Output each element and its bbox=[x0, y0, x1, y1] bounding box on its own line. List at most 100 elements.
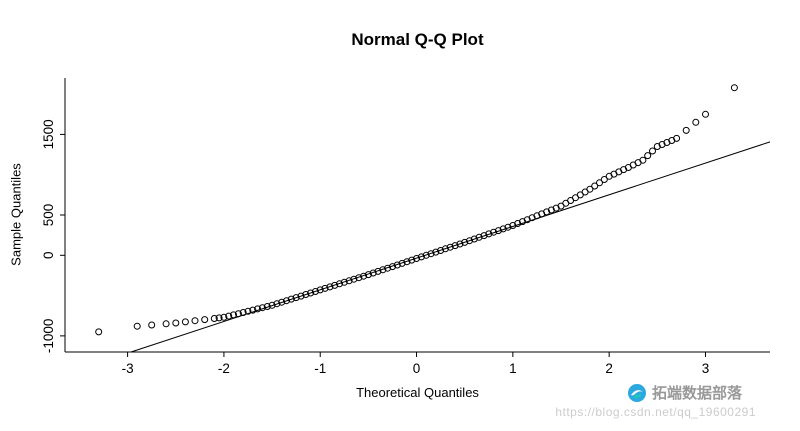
y-axis-title: Sample Quantiles bbox=[8, 163, 24, 266]
data-point bbox=[162, 320, 170, 328]
data-point bbox=[287, 295, 295, 303]
data-point bbox=[239, 309, 247, 316]
data-point bbox=[364, 271, 372, 279]
data-point bbox=[258, 304, 266, 312]
data-point bbox=[547, 206, 555, 214]
data-point bbox=[639, 156, 647, 164]
data-point bbox=[340, 278, 348, 286]
data-point bbox=[345, 277, 353, 285]
data-point bbox=[95, 328, 103, 336]
data-point bbox=[201, 316, 209, 324]
watermark-text: 拓端数据部落 bbox=[651, 385, 742, 402]
data-point bbox=[451, 242, 459, 250]
data-point bbox=[379, 266, 387, 274]
y-tick-label: 500 bbox=[41, 204, 56, 227]
data-point bbox=[234, 310, 242, 318]
data-point bbox=[311, 288, 319, 295]
data-point bbox=[350, 275, 358, 283]
data-point bbox=[393, 261, 401, 269]
data-point bbox=[263, 303, 271, 310]
data-point bbox=[682, 126, 690, 134]
x-tick-label: -1 bbox=[314, 361, 326, 376]
y-tick-label: 0 bbox=[41, 252, 56, 260]
data-point bbox=[413, 255, 420, 262]
data-point bbox=[215, 314, 223, 322]
data-point bbox=[384, 264, 392, 272]
data-point bbox=[466, 237, 473, 245]
data-point bbox=[389, 263, 396, 271]
x-tick-label: 0 bbox=[413, 361, 421, 376]
x-tick-label: 1 bbox=[509, 361, 517, 376]
x-tick-label: -2 bbox=[218, 361, 230, 376]
data-point bbox=[254, 305, 262, 313]
watermark-logo-icon bbox=[627, 383, 647, 403]
data-point bbox=[360, 272, 368, 280]
y-tick-label: -1000 bbox=[41, 319, 56, 354]
data-point bbox=[355, 274, 363, 282]
data-point bbox=[528, 214, 536, 222]
data-point bbox=[600, 176, 608, 183]
data-point bbox=[543, 208, 551, 216]
data-point bbox=[422, 251, 430, 259]
x-axis-title: Theoretical Quantiles bbox=[356, 385, 479, 400]
data-point bbox=[398, 259, 406, 267]
data-point bbox=[456, 240, 464, 248]
data-point bbox=[533, 212, 541, 220]
watermark: 拓端数据部落 bbox=[627, 382, 742, 403]
y-tick-label: 1500 bbox=[41, 119, 56, 149]
data-point bbox=[408, 256, 416, 264]
data-point bbox=[702, 110, 709, 118]
data-point bbox=[446, 243, 454, 251]
data-point bbox=[307, 289, 315, 297]
data-point bbox=[369, 269, 377, 277]
data-point bbox=[316, 286, 324, 294]
data-point bbox=[480, 232, 488, 240]
data-point bbox=[268, 301, 276, 309]
data-point bbox=[278, 298, 286, 306]
data-point bbox=[519, 218, 526, 226]
data-point bbox=[494, 227, 502, 235]
data-point bbox=[302, 291, 310, 298]
data-point bbox=[586, 185, 594, 193]
data-point bbox=[596, 179, 603, 187]
data-point bbox=[244, 307, 252, 315]
data-point bbox=[432, 248, 440, 256]
data-point bbox=[591, 182, 599, 190]
data-point bbox=[273, 300, 281, 308]
reference-line bbox=[130, 141, 771, 353]
data-point bbox=[427, 250, 435, 258]
data-point bbox=[692, 118, 700, 126]
data-point bbox=[470, 235, 478, 243]
data-point bbox=[673, 134, 681, 142]
data-point bbox=[461, 238, 469, 246]
data-point bbox=[172, 319, 180, 327]
data-point bbox=[148, 321, 156, 329]
data-point bbox=[336, 280, 343, 288]
data-point bbox=[191, 317, 199, 325]
data-point bbox=[292, 294, 300, 302]
data-point bbox=[283, 297, 290, 305]
data-point bbox=[220, 313, 228, 321]
data-point bbox=[417, 253, 425, 261]
chart-title: Normal Q-Q Plot bbox=[351, 30, 484, 49]
data-point bbox=[321, 284, 329, 292]
data-point bbox=[230, 311, 237, 319]
data-point bbox=[499, 225, 507, 233]
watermark-url: https://blog.csdn.net/qq_19600291 bbox=[555, 405, 756, 419]
data-point bbox=[490, 228, 498, 236]
data-points bbox=[95, 84, 738, 336]
data-point bbox=[374, 267, 382, 275]
data-point bbox=[331, 281, 339, 289]
data-point bbox=[326, 283, 334, 291]
data-point bbox=[297, 292, 305, 300]
data-point bbox=[181, 318, 189, 326]
data-point bbox=[514, 220, 522, 227]
x-tick-label: -3 bbox=[122, 361, 134, 376]
data-point bbox=[644, 152, 652, 160]
data-point bbox=[475, 233, 483, 241]
data-point bbox=[649, 147, 656, 155]
data-point bbox=[210, 315, 218, 322]
x-tick-label: 3 bbox=[702, 361, 710, 376]
